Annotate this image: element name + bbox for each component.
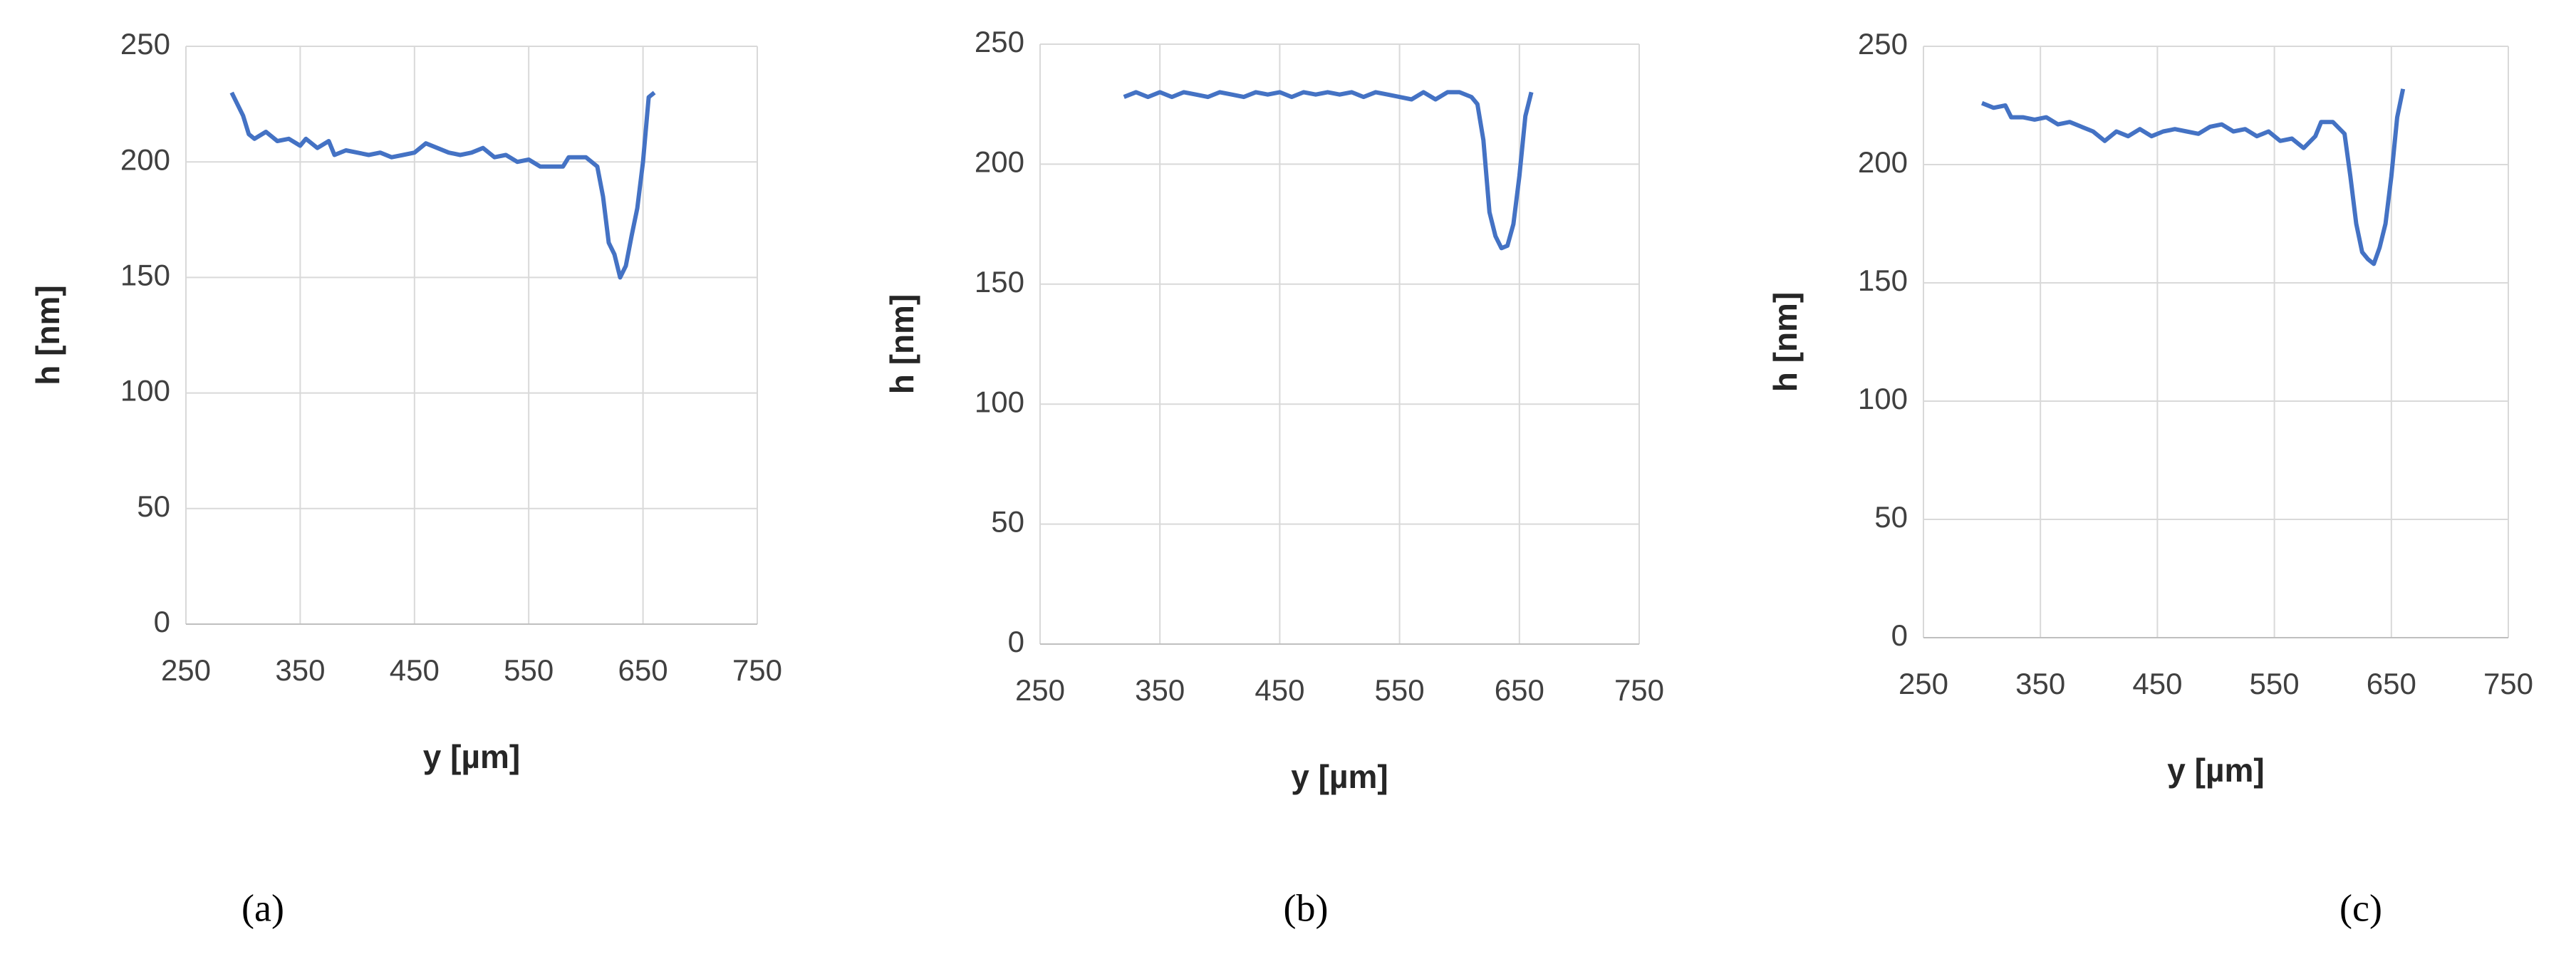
x-tick-label: 350	[275, 653, 325, 687]
y-tick-label: 50	[991, 505, 1024, 539]
y-tick-label: 0	[154, 605, 170, 638]
y-axis-title: h [nm]	[883, 294, 920, 395]
x-tick-label: 250	[1015, 673, 1065, 707]
caption: (a)	[242, 886, 284, 929]
y-tick-label: 100	[120, 374, 170, 408]
y-tick-label: 200	[975, 145, 1024, 178]
x-tick-label: 550	[2250, 667, 2300, 700]
x-tick-label: 650	[618, 653, 668, 687]
y-tick-label: 200	[1858, 145, 1908, 179]
x-tick-label: 250	[161, 653, 211, 687]
caption: (b)	[1284, 886, 1329, 929]
x-axis-title: y [µm]	[423, 738, 520, 775]
y-tick-label: 100	[1858, 382, 1908, 415]
x-tick-label: 450	[1255, 673, 1304, 707]
y-tick-label: 150	[1858, 264, 1908, 297]
data-line	[1980, 88, 2406, 266]
x-tick-label: 350	[1135, 673, 1185, 707]
x-tick-label: 350	[2015, 667, 2065, 700]
x-tick-label: 550	[504, 653, 554, 687]
x-axis-title: y [µm]	[1291, 758, 1388, 795]
x-tick-label: 450	[2132, 667, 2182, 700]
x-tick-label: 450	[390, 653, 440, 687]
y-tick-label: 50	[137, 489, 170, 523]
caption: (c)	[2339, 886, 2382, 929]
x-tick-label: 750	[732, 653, 782, 687]
data-line	[1123, 90, 1534, 251]
x-tick-label: 750	[2483, 667, 2533, 700]
x-axis-title: y [µm]	[2167, 752, 2264, 789]
y-tick-label: 0	[1891, 618, 1908, 652]
y-axis-title: h [nm]	[29, 285, 66, 385]
y-tick-label: 250	[1858, 27, 1908, 61]
x-tick-label: 250	[1899, 667, 1948, 700]
y-tick-label: 200	[120, 142, 170, 176]
y-tick-label: 50	[1874, 500, 1908, 534]
y-tick-label: 0	[1008, 625, 1024, 658]
y-axis-title: h [nm]	[1767, 292, 1804, 393]
y-tick-label: 150	[120, 258, 170, 291]
x-tick-label: 650	[1495, 673, 1544, 707]
y-tick-label: 250	[120, 27, 170, 61]
y-tick-label: 100	[975, 385, 1024, 418]
y-tick-label: 250	[975, 25, 1024, 58]
x-tick-label: 550	[1375, 673, 1425, 707]
x-tick-label: 750	[1614, 673, 1664, 707]
x-tick-label: 650	[2367, 667, 2416, 700]
y-tick-label: 150	[975, 265, 1024, 299]
data-line	[229, 90, 656, 280]
